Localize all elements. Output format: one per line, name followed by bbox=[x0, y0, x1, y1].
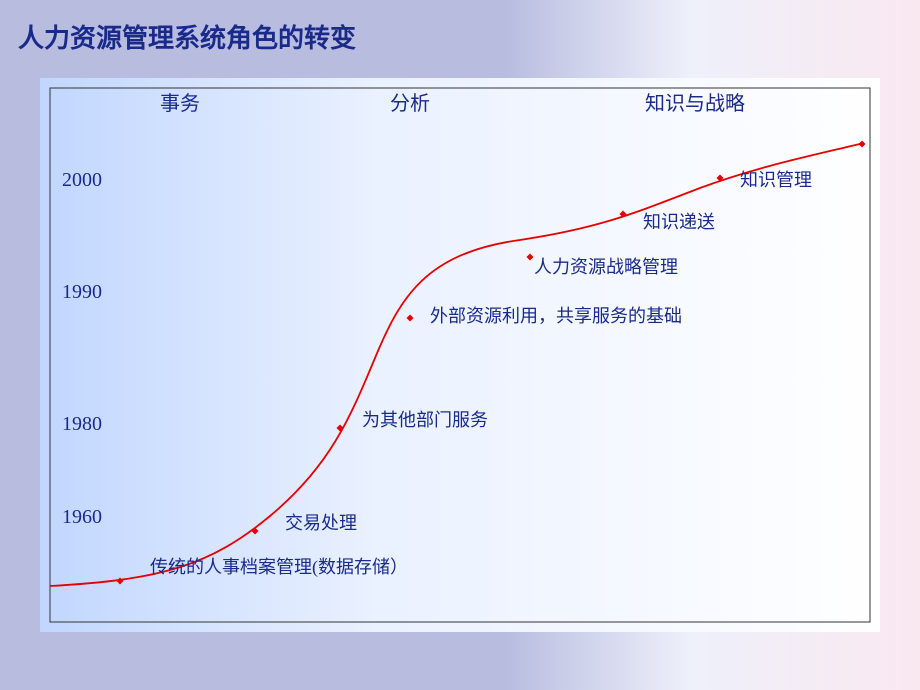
data-point-label-3: 外部资源利用，共享服务的基础 bbox=[430, 306, 682, 326]
y-tick-3: 1960 bbox=[62, 506, 102, 528]
y-axis-labels: 2000 1990 1980 1960 bbox=[62, 169, 102, 528]
chart-svg: 事务 分析 知识与战略 2000 1990 1980 1960 传统的人事档案管理(数据存… bbox=[40, 78, 880, 632]
data-point-label-2: 为其他部门服务 bbox=[362, 410, 488, 430]
y-tick-1: 1990 bbox=[62, 281, 102, 303]
data-point-label-0: 传统的人事档案管理(数据存储） bbox=[150, 557, 408, 578]
y-tick-0: 2000 bbox=[62, 169, 102, 191]
slide: 人力资源管理系统角色的转变 事务 分析 知识与战略 2000 1990 1980 1960… bbox=[0, 0, 920, 690]
plot-border bbox=[50, 88, 870, 622]
data-point-labels: 传统的人事档案管理(数据存储） 交易处理 为其他部门服务 外部资源利用，共享服务的基础… bbox=[150, 170, 812, 578]
data-point-4 bbox=[527, 254, 534, 261]
slide-title: 人力资源管理系统角色的转变 bbox=[18, 18, 356, 55]
y-tick-2: 1980 bbox=[62, 413, 102, 435]
chart-area: 事务 分析 知识与战略 2000 1990 1980 1960 传统的人事档案管理(数据存… bbox=[40, 78, 880, 632]
top-label-0: 事务 bbox=[160, 92, 200, 115]
top-label-1: 分析 bbox=[390, 92, 430, 115]
data-point-label-6: 知识管理 bbox=[740, 170, 812, 190]
data-points bbox=[117, 141, 866, 585]
data-point-label-4: 人力资源战略管理 bbox=[534, 257, 678, 277]
data-point-3 bbox=[407, 315, 414, 322]
data-point-label-5: 知识递送 bbox=[643, 212, 715, 232]
data-point-7 bbox=[859, 141, 866, 148]
top-label-2: 知识与战略 bbox=[645, 92, 745, 115]
top-category-labels: 事务 分析 知识与战略 bbox=[160, 92, 745, 115]
s-curve bbox=[50, 143, 864, 586]
data-point-label-1: 交易处理 bbox=[285, 513, 357, 533]
